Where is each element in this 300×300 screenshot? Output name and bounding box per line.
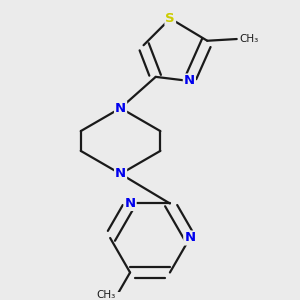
- Text: N: N: [115, 102, 126, 115]
- Text: CH₃: CH₃: [239, 34, 259, 44]
- Text: N: N: [184, 232, 195, 244]
- Text: N: N: [115, 167, 126, 180]
- Text: CH₃: CH₃: [96, 290, 116, 300]
- Text: S: S: [166, 12, 175, 25]
- Text: N: N: [124, 197, 136, 210]
- Text: N: N: [184, 74, 195, 88]
